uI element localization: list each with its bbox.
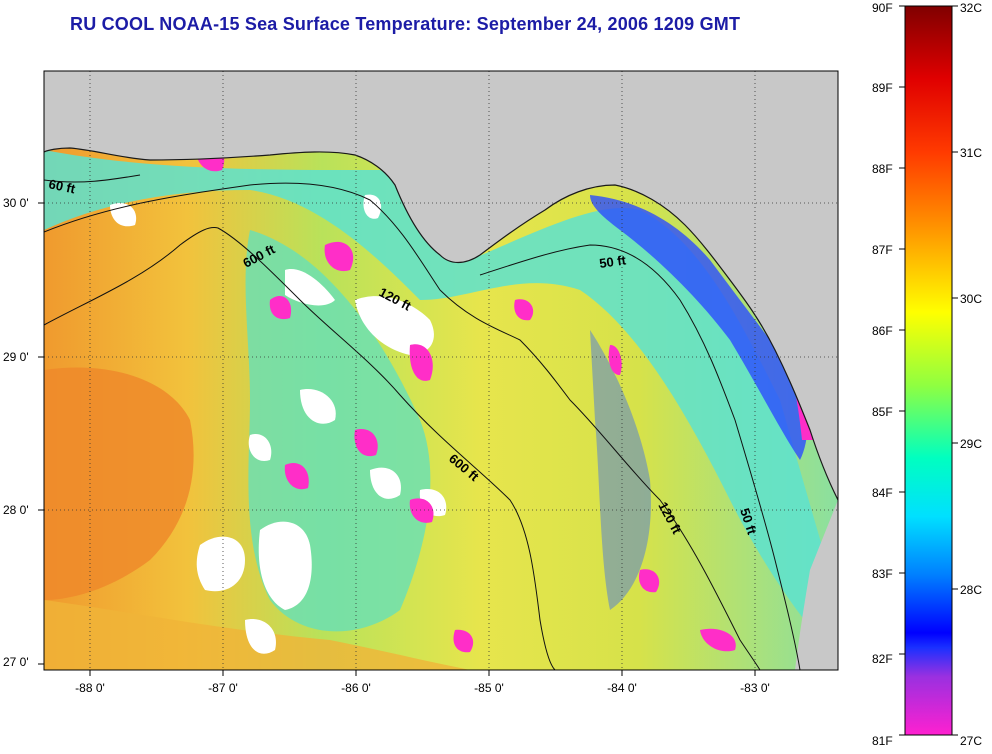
contour-label-60ft: 60 ft xyxy=(47,176,77,196)
cool-coastal-water xyxy=(44,150,838,660)
colorbar-c-label-28: 28C xyxy=(960,583,982,597)
tick-marks xyxy=(38,202,756,676)
colorbar-c-ticks xyxy=(952,5,958,736)
coastline xyxy=(44,147,838,501)
lon-label-85: -85 0' xyxy=(474,681,504,695)
lon-label-86: -86 0' xyxy=(341,681,371,695)
contour-label-50ft-top: 50 ft xyxy=(598,252,627,271)
contour-120ft-line xyxy=(44,182,761,670)
colorbar-c-label-29: 29C xyxy=(960,437,982,451)
cool-eddy xyxy=(590,330,651,610)
land-mass-south xyxy=(795,500,838,670)
lat-label-29: 29 0' xyxy=(3,350,29,364)
colorbar-f-label-90: 90F xyxy=(872,1,893,15)
lat-label-27: 27 0' xyxy=(3,655,29,669)
colorbar-c-label-27: 27C xyxy=(960,734,982,748)
lon-label-84: -84 0' xyxy=(607,681,637,695)
contour-50ft-line xyxy=(479,244,801,670)
land-mass xyxy=(44,71,838,500)
colorbar-f-label-89: 89F xyxy=(872,81,893,95)
map-title: RU COOL NOAA-15 Sea Surface Temperature:… xyxy=(70,14,741,34)
colorbar-c-label-32: 32C xyxy=(960,1,982,15)
warm-water-region xyxy=(44,367,194,600)
colorbar-f-label-85: 85F xyxy=(872,405,893,419)
colorbar-f-label-83: 83F xyxy=(872,567,893,581)
map-frame xyxy=(43,70,839,671)
colorbar-f-label-88: 88F xyxy=(872,162,893,176)
lon-label-87: -87 0' xyxy=(208,681,238,695)
lat-label-30: 30 0' xyxy=(3,196,29,210)
colorbar-f-label-86: 86F xyxy=(872,324,893,338)
colorbar-c-label-30: 30C xyxy=(960,292,982,306)
temperature-colorbar xyxy=(904,5,953,736)
lat-label-28: 28 0' xyxy=(3,503,29,517)
lon-label-83: -83 0' xyxy=(740,681,770,695)
colorbar-f-label-84: 84F xyxy=(872,486,893,500)
graticule xyxy=(44,71,838,670)
contour-60ft-line xyxy=(44,174,141,183)
cold-coastal-band xyxy=(590,195,808,460)
colorbar-f-label-81: 81F xyxy=(872,734,893,748)
colorbar-f-ticks xyxy=(899,5,905,736)
contour-600ft-line xyxy=(44,227,556,670)
colorbar-f-label-82: 82F xyxy=(872,652,893,666)
colorbar-f-label-87: 87F xyxy=(872,243,893,257)
cloud-mask xyxy=(110,194,447,654)
lon-label-88: -88 0' xyxy=(75,681,105,695)
colorbar-c-label-31: 31C xyxy=(960,146,982,160)
